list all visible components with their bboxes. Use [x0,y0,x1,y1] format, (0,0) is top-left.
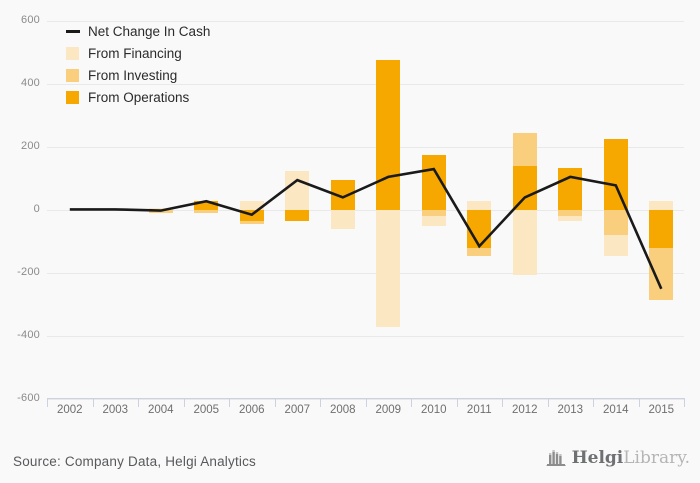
x-tick-label: 2007 [284,404,311,416]
bar-segment-investing [512,132,537,166]
legend-item-net-change: Net Change In Cash [66,23,210,39]
logo-brand: Helgi [571,448,624,468]
bar-segment-operations [603,139,628,210]
x-axis-tick [411,398,412,407]
net-change-line-swatch [66,29,80,33]
bar-segment-financing [285,170,310,210]
bar-segment-financing [603,235,628,256]
grid-line [47,84,684,85]
x-axis-tick [456,398,458,407]
bar-segment-operations [467,210,492,248]
legend-label: From Investing [88,67,178,83]
x-tick-label: 2002 [57,404,83,416]
x-tick-label: 2004 [148,404,174,416]
grid-line [47,21,684,22]
helgi-library-logo: HelgiLibrary. [545,448,690,468]
financing-swatch [66,46,79,60]
bar-segment-operations [512,165,537,210]
x-axis-tick [365,398,367,407]
x-axis-tick [229,398,230,407]
legend-label: Net Change In Cash [88,23,211,39]
bar-segment-financing [330,210,355,229]
legend-label: From Financing [88,45,182,61]
bar-segment-operations [285,210,310,221]
x-axis-tick [47,398,48,407]
x-tick-label: 2015 [648,404,675,416]
legend: Net Change In Cash From Financing From I… [66,23,210,111]
bar-segment-financing [649,200,674,211]
legend-item-investing: From Investing [66,67,210,83]
logo-text: HelgiLibrary. [572,448,690,468]
net-change-line [69,167,663,290]
y-tick-label: -200 [17,266,40,278]
x-tick-label: 2009 [375,404,402,416]
legend-item-financing: From Financing [66,45,210,61]
operations-swatch [66,90,79,104]
y-tick-label: 600 [21,14,40,26]
bar-segment-investing [467,247,492,256]
bar-segment-operations [649,210,674,248]
x-axis-tick [92,398,94,407]
bar-segment-investing [194,210,219,214]
y-tick-label: 400 [21,77,40,89]
bar-segment-investing [603,210,628,236]
x-tick-label: 2008 [330,404,356,416]
grid-line [47,210,684,211]
x-axis-tick [547,398,549,407]
x-tick-label: 2003 [102,404,129,416]
source-note: Source: Company Data, Helgi Analytics [13,454,257,469]
x-tick-label: 2013 [557,404,584,416]
bar-segment-investing [558,210,583,217]
x-axis-tick [593,398,594,407]
x-axis-tick [183,398,185,407]
bar-segment-operations [194,200,219,211]
x-axis-tick [138,398,139,407]
bar-segment-financing [421,216,446,226]
bar-segment-financing [512,210,537,275]
bar-segment-financing [558,216,583,221]
x-axis-tick [502,398,503,407]
legend-item-operations: From Operations [66,89,210,105]
investing-swatch [66,68,79,82]
x-tick-label: 2005 [193,404,220,416]
y-tick-label: -600 [17,392,40,404]
logo-suffix: Library. [623,448,690,468]
y-tick-label: 200 [21,140,40,152]
y-tick-label: -400 [17,329,40,341]
legend-label: From Operations [88,89,190,105]
x-tick-label: 2012 [512,404,538,416]
x-axis-tick [320,398,321,407]
y-tick-label: 0 [33,203,40,215]
x-tick-label: 2010 [421,404,447,416]
x-tick-label: 2011 [466,404,492,416]
bar-segment-financing [148,208,173,210]
bar-segment-operations [558,167,583,210]
organ-pipes-icon [545,450,566,466]
x-axis-tick [684,398,685,407]
x-axis-tick [274,398,276,407]
grid-line [47,147,684,148]
grid-line [47,336,684,337]
x-tick-label: 2006 [239,404,265,416]
bar-segment-financing [376,210,401,327]
bar-segment-financing [467,200,492,211]
x-axis-tick [638,398,640,407]
bar-segment-operations [376,60,401,210]
bar-segment-investing [239,221,264,225]
grid-line [47,273,684,274]
bar-segment-investing [421,210,446,217]
bar-segment-financing [239,200,264,211]
x-tick-label: 2014 [603,404,629,416]
